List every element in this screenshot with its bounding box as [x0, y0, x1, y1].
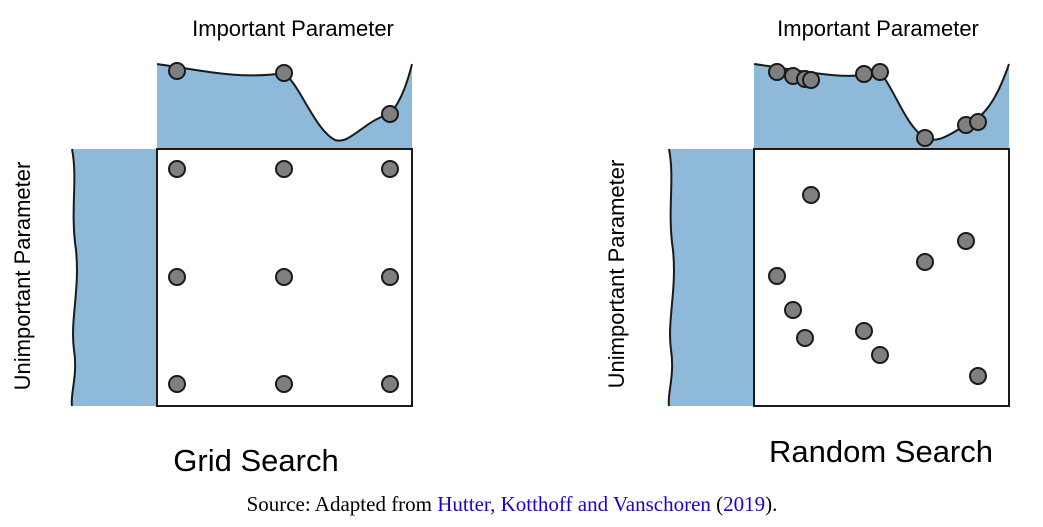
random-side-label: Unimportant Parameter — [604, 160, 629, 389]
random-top-point — [802, 71, 820, 89]
grid-point — [168, 268, 186, 286]
random-point — [969, 367, 987, 385]
grid-point — [275, 375, 293, 393]
random-top-label: Important Parameter — [777, 16, 979, 41]
grid-point — [168, 160, 186, 178]
caption-prefix: Source: Adapted from — [247, 492, 438, 516]
grid-point — [381, 375, 399, 393]
grid-unimportant-curve — [71, 149, 157, 406]
random-point — [957, 232, 975, 250]
grid-top-point — [275, 64, 293, 82]
random-top-point — [969, 113, 987, 131]
random-point — [768, 267, 786, 285]
random-point — [871, 346, 889, 364]
random-point — [796, 329, 814, 347]
grid-important-curve — [157, 64, 412, 149]
random-point — [784, 301, 802, 319]
caption-year-link[interactable]: 2019 — [723, 492, 765, 516]
caption-open-paren: ( — [711, 492, 723, 516]
random-search-box — [753, 148, 1010, 407]
grid-top-label: Important Parameter — [192, 16, 394, 41]
random-point — [855, 322, 873, 340]
grid-point — [275, 160, 293, 178]
random-top-point — [855, 65, 873, 83]
source-caption: Source: Adapted from Hutter, Kotthoff an… — [247, 492, 778, 516]
grid-side-label: Unimportant Parameter — [10, 162, 35, 391]
random-top-point — [871, 63, 889, 81]
grid-search-title: Grid Search — [173, 443, 338, 478]
grid-top-point — [168, 62, 186, 80]
random-search-title: Random Search — [769, 434, 993, 469]
grid-point — [168, 375, 186, 393]
grid-point — [275, 268, 293, 286]
grid-point — [381, 160, 399, 178]
grid-search-panel: Important Parameter Unimportant Paramete… — [10, 16, 413, 478]
random-point — [802, 186, 820, 204]
random-point — [916, 253, 934, 271]
caption-authors-link[interactable]: Hutter, Kotthoff and Vanschoren — [437, 492, 711, 516]
caption-close-paren: ). — [765, 492, 777, 516]
random-top-point — [916, 129, 934, 147]
random-search-panel: Important Parameter Unimportant Paramete… — [604, 16, 1010, 469]
grid-point — [381, 268, 399, 286]
grid-top-point — [381, 105, 399, 123]
random-top-point — [768, 63, 786, 81]
random-unimportant-curve — [668, 149, 754, 406]
